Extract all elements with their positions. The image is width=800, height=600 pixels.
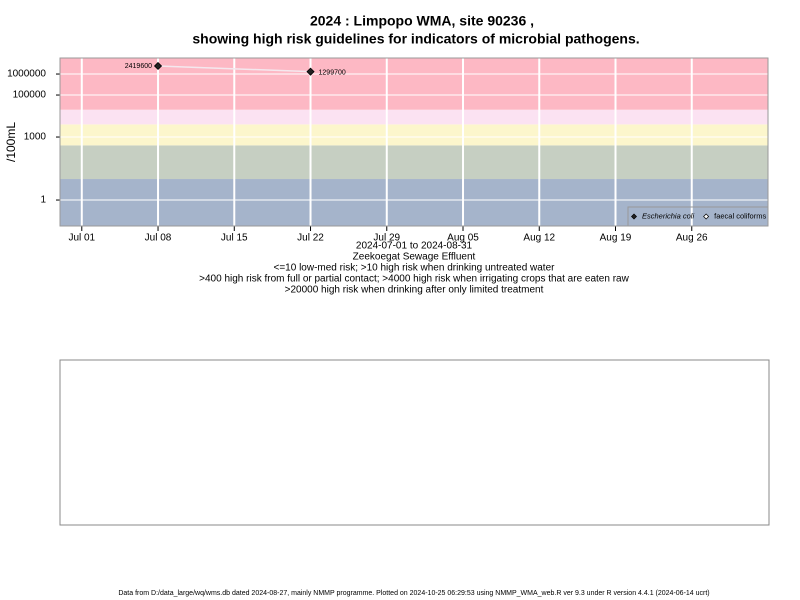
data-point [153, 61, 163, 71]
x-tick-label: Jul 08 [145, 233, 172, 244]
risk-band [60, 179, 768, 226]
legend-symbol [703, 213, 710, 220]
legend-symbol [631, 213, 637, 220]
data-label: 2419600 [125, 63, 152, 70]
plot-area [60, 58, 768, 226]
footer: Data from D:/data_large/wq/wms.db dated … [118, 590, 709, 597]
empty-panel [59, 359, 770, 526]
data-point [306, 67, 315, 76]
y-axis-label: /100mL [4, 122, 18, 162]
x-tick-label: Jul 29 [373, 233, 400, 244]
risk-band [60, 124, 768, 146]
y-tick-label: 1000000 [7, 69, 46, 80]
plot-frame [59, 57, 769, 227]
y-tick-label: 1 [40, 195, 46, 206]
data-label: 1299700 [319, 69, 346, 76]
note: 2024-07-01 to 2024-08-31 [356, 241, 473, 252]
risk-band [60, 109, 768, 125]
series-line [158, 65, 311, 73]
note: >400 high risk from full or partial cont… [199, 274, 629, 285]
chart-title: 2024 : Limpopo WMA, site 90236 , [310, 13, 534, 29]
y-tick-label: 1000 [24, 132, 47, 143]
note: <=10 low-med risk; >10 high risk when dr… [274, 263, 556, 274]
x-tick-label: Aug 12 [523, 233, 555, 244]
legend-label: Escherichia coli [642, 211, 694, 220]
y-tick-label: 100000 [13, 90, 47, 101]
chart-subtitle: showing high risk guidelines for indicat… [192, 31, 639, 47]
risk-band [60, 145, 768, 180]
x-tick-label: Jul 15 [221, 233, 248, 244]
x-tick-label: Aug 26 [676, 233, 708, 244]
x-tick-label: Aug 05 [447, 233, 479, 244]
legend-label: faecal coliforms [714, 211, 766, 220]
x-tick-label: Jul 01 [68, 233, 95, 244]
note: Zeekoegat Sewage Effluent [353, 252, 476, 263]
legend-box [627, 206, 769, 227]
x-tick-label: Jul 22 [297, 233, 324, 244]
x-tick-label: Aug 19 [600, 233, 632, 244]
note: >20000 high risk when drinking after onl… [285, 285, 544, 296]
